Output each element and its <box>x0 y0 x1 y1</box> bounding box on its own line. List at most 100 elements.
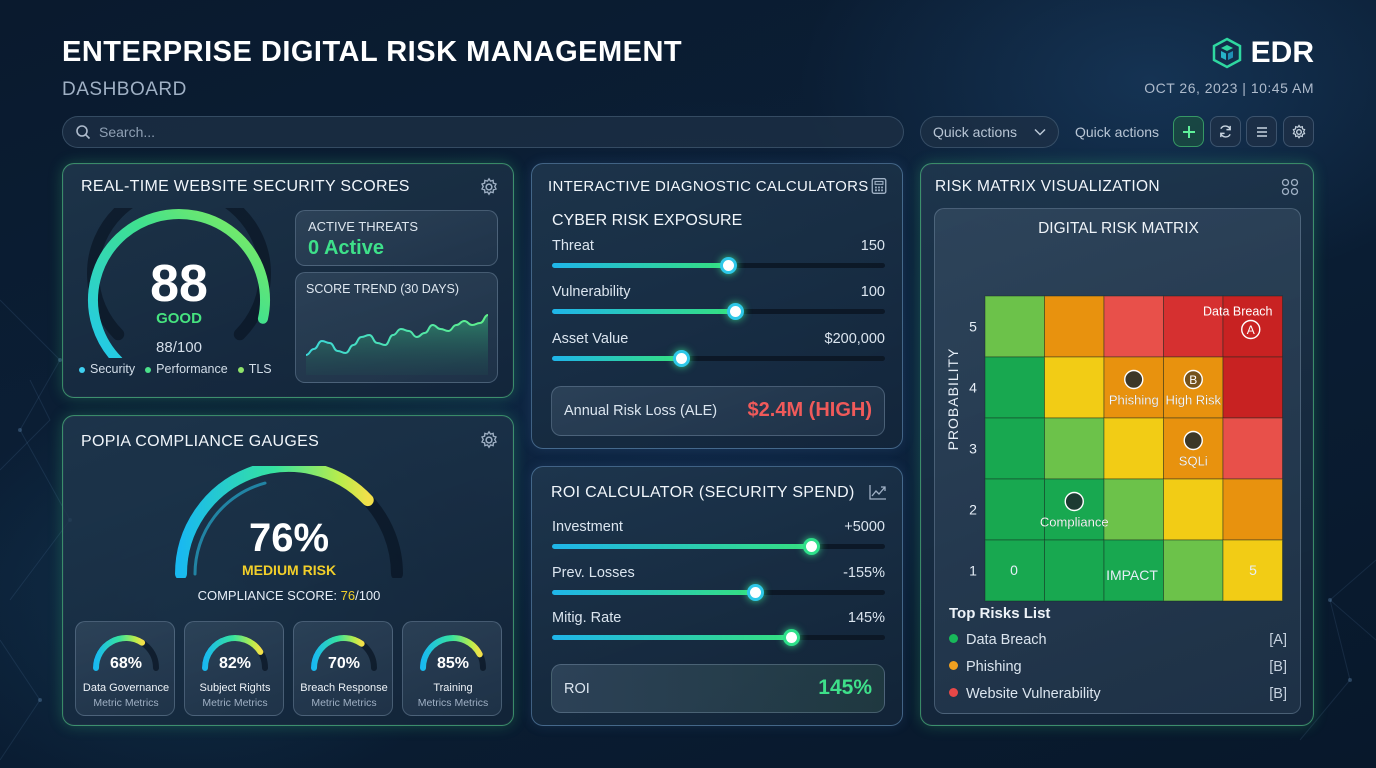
top-risk-item[interactable]: Website Vulnerability [B] <box>949 686 1287 702</box>
security-score-value: 88 <box>150 255 208 313</box>
matrix-cell[interactable] <box>984 539 1045 602</box>
gear-icon[interactable] <box>479 177 499 197</box>
settings-button[interactable] <box>1283 116 1314 147</box>
top-risk-item[interactable]: Data Breach [A] <box>949 632 1287 648</box>
cyber-risk-section-title: CYBER RISK EXPOSURE <box>552 212 743 229</box>
slider-label: Vulnerability <box>552 284 631 300</box>
metric-name: Subject Rights <box>199 682 271 694</box>
refresh-button[interactable] <box>1210 116 1241 147</box>
matrix-cell[interactable] <box>1044 417 1105 480</box>
compliance-gauge <box>175 466 403 578</box>
trend-chart-icon[interactable] <box>868 483 888 501</box>
risk-matrix-chart: 5 4 3 2 1 Data Breach A Phishing B High Risk SQLi… <box>945 295 1283 602</box>
security-legend: Security Performance TLS <box>79 362 272 376</box>
slider-thumb[interactable] <box>783 629 801 646</box>
risk-marker[interactable]: B High Risk <box>1165 369 1222 408</box>
risk-marker[interactable]: Phishing <box>1109 369 1159 408</box>
risk-marker[interactable]: Data Breach A <box>1203 305 1273 340</box>
brand: EDR <box>1211 36 1314 70</box>
slider-track[interactable] <box>552 538 885 555</box>
search-icon <box>76 125 91 140</box>
active-threats-card[interactable]: ACTIVE THREATS 0 Active <box>295 210 498 266</box>
active-threats-label: ACTIVE THREATS <box>308 219 419 234</box>
metric-sub: Metrics Metrics <box>417 697 489 709</box>
metric-card-training[interactable]: 85% Training Metrics Metrics <box>402 621 502 716</box>
slider-track[interactable] <box>552 350 885 367</box>
matrix-cell[interactable] <box>1163 295 1224 358</box>
risk-tag: [A] <box>1269 632 1287 648</box>
slider-thumb[interactable] <box>803 538 821 555</box>
slider-label: Investment <box>552 519 623 535</box>
gear-icon[interactable] <box>479 430 499 450</box>
metric-card-data-governance[interactable]: 68% Data Governance Metric Metrics <box>75 621 175 716</box>
compliance-gauge-arc <box>175 466 374 578</box>
matrix-cell[interactable] <box>1103 539 1164 602</box>
matrix-cell[interactable] <box>1044 356 1105 419</box>
matrix-cell[interactable] <box>1222 539 1283 602</box>
quick-actions-dropdown[interactable]: Quick actions <box>920 116 1059 148</box>
diagnostic-panel: INTERACTIVE DIAGNOSTIC CALCULATORS CYBER… <box>531 163 903 449</box>
matrix-cell[interactable] <box>984 478 1045 541</box>
matrix-cell[interactable] <box>1222 356 1283 419</box>
slider-track[interactable] <box>552 584 885 601</box>
metric-card-subject-rights[interactable]: 82% Subject Rights Metric Metrics <box>184 621 284 716</box>
matrix-cell[interactable] <box>1103 417 1164 480</box>
metric-card-breach-response[interactable]: 70% Breach Response Metric Metrics <box>293 621 393 716</box>
score-trend-label: SCORE TREND (30 DAYS) <box>306 282 460 296</box>
slider-thumb[interactable] <box>673 350 691 367</box>
metric-sub: Metric Metrics <box>311 697 377 709</box>
compliance-gauge-inner-arc <box>193 481 267 576</box>
slider-track[interactable] <box>552 257 885 274</box>
slider-thumb[interactable] <box>719 257 737 274</box>
slider-thumb[interactable] <box>746 584 764 601</box>
matrix-cell[interactable] <box>984 295 1045 358</box>
score-trend-chart <box>305 314 489 375</box>
slider-fill <box>552 356 682 361</box>
slider-track[interactable] <box>552 629 885 646</box>
menu-button[interactable] <box>1246 116 1277 147</box>
y-tick-label: 3 <box>969 441 977 457</box>
matrix-cell[interactable] <box>984 356 1045 419</box>
risk-label: Website Vulnerability <box>966 686 1101 702</box>
compliance-score: COMPLIANCE SCORE: 76/100 <box>197 588 381 603</box>
risk-matrix-title: RISK MATRIX VISUALIZATION <box>935 178 1160 195</box>
search-input[interactable] <box>99 124 859 140</box>
slider-value: 150 <box>860 238 885 254</box>
score-trend-card[interactable]: SCORE TREND (30 DAYS) <box>295 272 498 383</box>
matrix-cell[interactable] <box>1222 417 1283 480</box>
ale-value: $2.4M (HIGH) <box>747 399 872 421</box>
risk-marker-label: Compliance <box>1040 515 1109 530</box>
datetime: OCT 26, 2023 | 10:45 AM <box>1144 80 1314 96</box>
matrix-cell[interactable] <box>1103 478 1164 541</box>
matrix-cell[interactable] <box>1163 478 1224 541</box>
risk-marker[interactable]: Compliance <box>1040 491 1109 530</box>
matrix-cell[interactable] <box>1044 295 1105 358</box>
top-risk-item[interactable]: Phishing [B] <box>949 659 1287 675</box>
calculator-icon[interactable] <box>870 177 888 195</box>
slider-thumb[interactable] <box>726 303 744 320</box>
matrix-cell[interactable] <box>1222 295 1283 358</box>
legend-item-security: Security <box>79 362 135 376</box>
compliance-risk-label: MEDIUM RISK <box>241 562 337 578</box>
risk-marker[interactable]: SQLi <box>1179 430 1208 469</box>
matrix-cell[interactable] <box>1103 295 1164 358</box>
security-rating: GOOD <box>156 310 202 327</box>
legend-item-performance: Performance <box>145 362 228 376</box>
matrix-cell[interactable] <box>1163 539 1224 602</box>
grid-icon[interactable] <box>1281 178 1299 196</box>
quick-actions-label: Quick actions <box>1075 124 1160 140</box>
slider-track[interactable] <box>552 303 885 320</box>
y-tick-label: 1 <box>969 563 977 579</box>
risk-marker-badge <box>1241 319 1261 340</box>
matrix-cell[interactable] <box>1222 478 1283 541</box>
security-scores-title: REAL-TIME WEBSITE SECURITY SCORES <box>81 178 410 195</box>
active-threats-value: 0 Active <box>308 237 384 259</box>
matrix-cell[interactable] <box>984 417 1045 480</box>
risk-tag: [B] <box>1269 686 1287 702</box>
compliance-percent: 76% <box>248 516 330 560</box>
slider-value: 100 <box>860 284 885 300</box>
matrix-cell[interactable] <box>1044 539 1105 602</box>
slider-label: Prev. Losses <box>552 565 635 581</box>
search-bar[interactable] <box>62 116 904 148</box>
add-button[interactable] <box>1173 116 1204 147</box>
